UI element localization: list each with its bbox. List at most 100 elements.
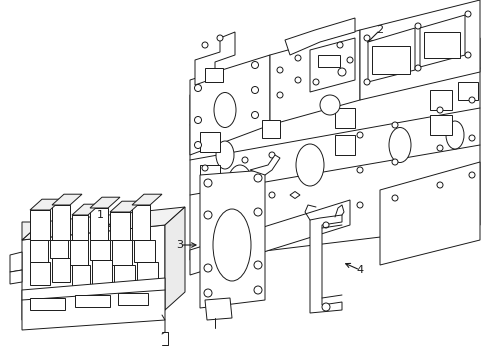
- Bar: [423, 32, 459, 58]
- Bar: [200, 165, 220, 185]
- Polygon shape: [22, 225, 164, 320]
- Polygon shape: [200, 170, 264, 308]
- Circle shape: [202, 237, 207, 243]
- Circle shape: [346, 57, 352, 63]
- Circle shape: [468, 97, 474, 103]
- Circle shape: [464, 52, 470, 58]
- Circle shape: [464, 11, 470, 17]
- Polygon shape: [269, 30, 359, 125]
- Polygon shape: [419, 15, 464, 67]
- Polygon shape: [190, 55, 269, 155]
- Bar: [262, 120, 280, 138]
- Circle shape: [253, 261, 262, 269]
- Circle shape: [242, 157, 247, 163]
- Polygon shape: [30, 240, 48, 262]
- Bar: [429, 115, 451, 135]
- Ellipse shape: [295, 144, 324, 186]
- Polygon shape: [190, 38, 479, 125]
- Circle shape: [363, 79, 369, 85]
- Bar: [334, 108, 354, 128]
- Circle shape: [202, 42, 207, 48]
- Polygon shape: [195, 32, 235, 85]
- Bar: [204, 68, 223, 82]
- Circle shape: [276, 92, 283, 98]
- Polygon shape: [52, 205, 70, 240]
- Circle shape: [363, 35, 369, 41]
- Polygon shape: [22, 207, 184, 240]
- Circle shape: [253, 174, 262, 182]
- Circle shape: [251, 86, 258, 94]
- Polygon shape: [52, 194, 82, 205]
- Polygon shape: [164, 207, 184, 310]
- Circle shape: [203, 211, 212, 219]
- Circle shape: [194, 117, 201, 123]
- Polygon shape: [309, 38, 354, 92]
- Bar: [200, 132, 220, 152]
- Ellipse shape: [214, 93, 236, 127]
- Circle shape: [217, 35, 223, 41]
- Circle shape: [337, 68, 346, 76]
- Circle shape: [336, 42, 342, 48]
- Polygon shape: [190, 68, 479, 260]
- Circle shape: [294, 55, 301, 61]
- Polygon shape: [92, 260, 112, 284]
- Ellipse shape: [213, 209, 250, 281]
- Circle shape: [356, 167, 362, 173]
- Circle shape: [194, 141, 201, 149]
- Polygon shape: [359, 0, 479, 100]
- Polygon shape: [72, 265, 90, 288]
- Circle shape: [276, 67, 283, 73]
- Ellipse shape: [445, 121, 463, 149]
- Polygon shape: [249, 155, 280, 175]
- Circle shape: [414, 23, 420, 29]
- Bar: [457, 82, 477, 100]
- Polygon shape: [379, 162, 479, 265]
- Circle shape: [468, 135, 474, 141]
- Polygon shape: [30, 210, 50, 240]
- Ellipse shape: [216, 141, 234, 169]
- Circle shape: [468, 172, 474, 178]
- Polygon shape: [72, 215, 88, 240]
- Circle shape: [294, 77, 301, 83]
- Ellipse shape: [227, 165, 252, 205]
- Circle shape: [268, 192, 274, 198]
- Polygon shape: [137, 262, 158, 285]
- Polygon shape: [112, 240, 132, 265]
- Circle shape: [203, 289, 212, 297]
- Circle shape: [202, 165, 207, 171]
- Polygon shape: [30, 199, 62, 210]
- Polygon shape: [132, 194, 162, 205]
- Polygon shape: [367, 28, 414, 82]
- Circle shape: [436, 107, 442, 113]
- Bar: [371, 46, 409, 74]
- Polygon shape: [10, 252, 22, 272]
- Circle shape: [268, 152, 274, 158]
- Circle shape: [436, 182, 442, 188]
- Polygon shape: [90, 197, 120, 208]
- Circle shape: [242, 232, 247, 238]
- Circle shape: [356, 202, 362, 208]
- Polygon shape: [10, 270, 22, 284]
- Circle shape: [194, 85, 201, 91]
- Circle shape: [251, 112, 258, 118]
- Polygon shape: [289, 192, 299, 198]
- Bar: [317, 55, 339, 67]
- Circle shape: [202, 202, 207, 208]
- Polygon shape: [22, 278, 164, 330]
- Polygon shape: [132, 205, 150, 240]
- Circle shape: [312, 79, 318, 85]
- Polygon shape: [70, 240, 88, 265]
- Polygon shape: [134, 240, 155, 262]
- Polygon shape: [224, 214, 236, 222]
- Circle shape: [251, 62, 258, 68]
- Circle shape: [323, 222, 328, 228]
- Circle shape: [391, 122, 397, 128]
- Bar: [334, 135, 354, 155]
- Circle shape: [436, 145, 442, 151]
- Polygon shape: [190, 200, 349, 275]
- Polygon shape: [204, 298, 231, 320]
- Polygon shape: [90, 208, 108, 240]
- Polygon shape: [309, 215, 341, 313]
- Polygon shape: [72, 204, 100, 215]
- Polygon shape: [90, 240, 110, 260]
